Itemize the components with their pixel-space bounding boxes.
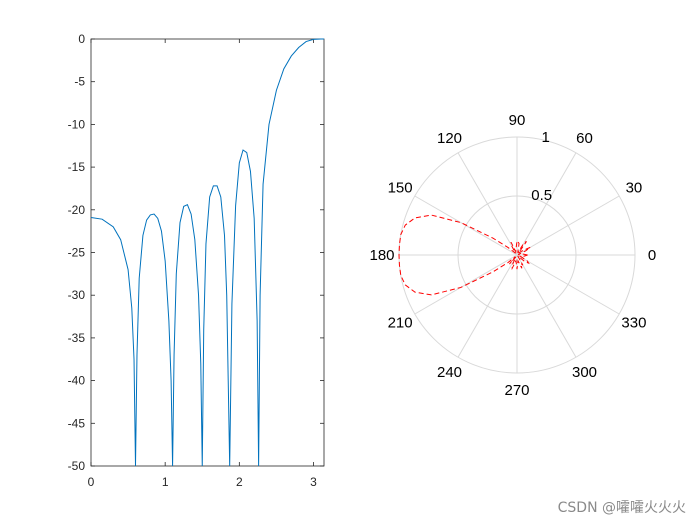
polar-spoke xyxy=(516,195,620,256)
theta-label: 0 xyxy=(648,247,656,264)
polar-series-line xyxy=(398,214,531,296)
y-tick-group: 0 -5 -10 -15 -20 -25 -30 -35 -40 -45 -50 xyxy=(68,32,324,473)
polar-spoke xyxy=(457,152,518,256)
theta-label: 90 xyxy=(509,112,526,129)
series-line xyxy=(90,38,324,467)
y-tick-label: -10 xyxy=(68,117,86,131)
polar-spoke xyxy=(516,254,620,315)
x-tick-label: 2 xyxy=(236,475,243,489)
polar-spoke xyxy=(516,152,577,256)
theta-label: 120 xyxy=(437,130,462,147)
y-tick-label: -25 xyxy=(68,246,86,260)
theta-label: 150 xyxy=(388,180,413,197)
y-tick-label: -20 xyxy=(68,203,86,217)
theta-label: 30 xyxy=(626,180,643,197)
polar-spoke xyxy=(457,254,518,358)
y-tick-label: -50 xyxy=(68,459,86,473)
y-tick-label: 0 xyxy=(78,32,85,46)
radial-label: 0.5 xyxy=(531,187,552,204)
cartesian-plot-box xyxy=(90,38,325,467)
theta-label: 60 xyxy=(576,130,593,147)
polar-axes: 0 30 60 90 120 150 180 210 240 270 300 330 0.5 1 xyxy=(369,112,656,399)
polar-grid xyxy=(398,136,636,374)
radial-label: 1 xyxy=(541,129,549,146)
theta-label: 180 xyxy=(369,247,394,264)
polar-label-group: 0 30 60 90 120 150 180 210 240 270 300 330 0.5 1 xyxy=(369,112,656,399)
y-tick-label: -35 xyxy=(68,331,86,345)
x-tick-label: 1 xyxy=(162,475,169,489)
theta-label: 330 xyxy=(621,315,646,332)
x-tick-label: 3 xyxy=(310,475,317,489)
y-tick-label: -30 xyxy=(68,288,86,302)
x-tick-group: 0 1 2 3 xyxy=(88,39,317,489)
cartesian-axes: 0 -5 -10 -15 -20 -25 -30 -35 -40 -45 -50 0 1 2 3 xyxy=(68,32,325,489)
theta-label: 300 xyxy=(572,364,597,381)
watermark-text: CSDN @嚯嚯火火火 xyxy=(557,500,686,516)
y-tick-label: -40 xyxy=(68,374,86,388)
x-tick-label: 0 xyxy=(88,475,95,489)
polar-spoke xyxy=(516,254,577,358)
y-tick-label: -15 xyxy=(68,160,86,174)
theta-label: 270 xyxy=(504,382,529,399)
y-tick-label: -5 xyxy=(74,75,85,89)
y-tick-label: -45 xyxy=(68,416,86,430)
theta-label: 240 xyxy=(437,364,462,381)
theta-label: 210 xyxy=(388,315,413,332)
